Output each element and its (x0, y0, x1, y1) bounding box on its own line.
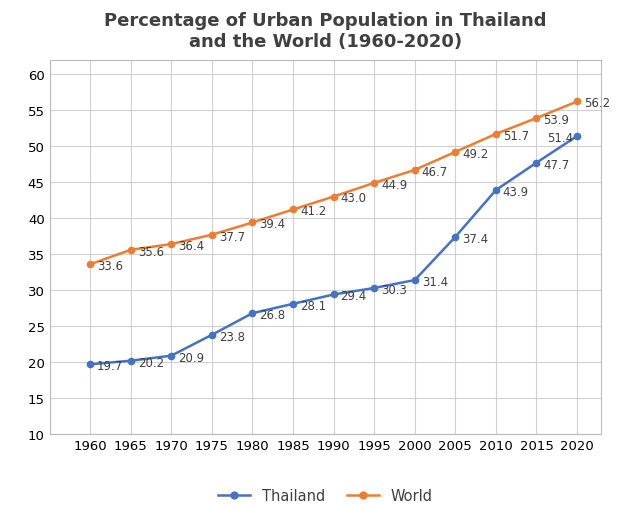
World (574, 99, 581, 106)
Legend: Thailand, World: Thailand, World (213, 483, 438, 505)
Text: 37.7: 37.7 (219, 230, 245, 243)
Text: 26.8: 26.8 (259, 309, 286, 322)
World (371, 180, 378, 186)
Text: 53.9: 53.9 (543, 114, 569, 127)
World (86, 262, 94, 268)
World (167, 241, 175, 247)
Text: 51.4: 51.4 (547, 132, 573, 144)
World (249, 220, 256, 226)
Thailand (290, 301, 297, 307)
World (411, 168, 418, 174)
Thailand (330, 292, 337, 298)
Thailand (86, 362, 94, 368)
Text: 41.2: 41.2 (300, 205, 326, 218)
Thailand (249, 311, 256, 317)
Text: 46.7: 46.7 (422, 166, 448, 178)
World (127, 247, 135, 254)
Text: 56.2: 56.2 (584, 97, 610, 110)
Text: 39.4: 39.4 (259, 218, 286, 231)
Thailand (574, 134, 581, 140)
Text: 30.3: 30.3 (381, 283, 407, 296)
Text: 29.4: 29.4 (340, 290, 367, 303)
Text: 49.2: 49.2 (463, 147, 489, 161)
World (492, 132, 500, 138)
Text: 33.6: 33.6 (97, 260, 123, 273)
Text: 36.4: 36.4 (179, 239, 205, 252)
Line: Thailand: Thailand (87, 134, 580, 368)
Text: 19.7: 19.7 (97, 360, 123, 373)
Text: 51.7: 51.7 (503, 129, 529, 142)
Text: 44.9: 44.9 (381, 178, 407, 191)
World (533, 116, 540, 122)
Text: 28.1: 28.1 (300, 299, 326, 312)
Thailand (167, 353, 175, 359)
Text: 23.8: 23.8 (219, 330, 245, 343)
Text: 37.4: 37.4 (463, 232, 489, 245)
Text: 31.4: 31.4 (422, 275, 448, 288)
Thailand (411, 277, 418, 283)
Line: World: World (87, 99, 580, 268)
Thailand (208, 332, 216, 338)
Thailand (533, 160, 540, 166)
Text: 20.2: 20.2 (138, 356, 164, 369)
Text: 20.9: 20.9 (179, 351, 205, 364)
Thailand (451, 234, 459, 240)
Title: Percentage of Urban Population in Thailand
and the World (1960-2020): Percentage of Urban Population in Thaila… (104, 12, 547, 50)
Text: 43.9: 43.9 (503, 185, 529, 198)
Thailand (127, 358, 135, 364)
World (330, 194, 337, 200)
Thailand (492, 188, 500, 194)
Text: 35.6: 35.6 (138, 245, 164, 258)
World (290, 207, 297, 213)
World (451, 149, 459, 156)
Text: 43.0: 43.0 (340, 192, 366, 205)
World (208, 232, 216, 238)
Thailand (371, 285, 378, 291)
Text: 47.7: 47.7 (543, 158, 570, 171)
